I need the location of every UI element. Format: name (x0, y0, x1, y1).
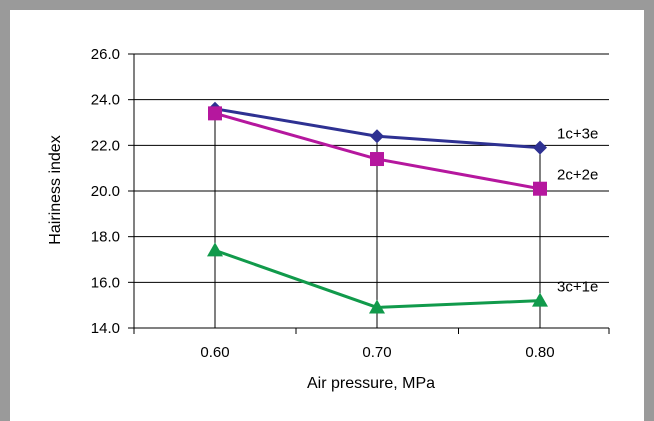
y-tick-label: 26.0 (91, 46, 120, 63)
x-tick-label: 0.70 (362, 344, 391, 361)
series-group (207, 101, 548, 314)
data-point (208, 106, 222, 121)
y-tick-label: 16.0 (91, 274, 120, 291)
y-tick-label: 22.0 (91, 137, 120, 154)
axes (133, 54, 610, 334)
y-tick-label: 18.0 (91, 229, 120, 246)
y-axis-title: Hairiness index (47, 135, 64, 244)
series-label: 3c+1e (557, 279, 598, 296)
x-tick-labels: 0.60 0.70 0.80 (200, 344, 554, 361)
y-tick-label: 14.0 (91, 320, 120, 337)
series-labels: 1c+3e 2c+2e 3c+1e (557, 126, 598, 296)
data-point (370, 129, 384, 144)
data-point (370, 152, 384, 167)
data-point (207, 242, 223, 257)
data-point (533, 140, 547, 155)
series-label: 2c+2e (557, 167, 598, 184)
y-tick-labels: 14.0 16.0 18.0 20.0 22.0 24.0 26.0 (91, 46, 120, 337)
series-label: 1c+3e (557, 126, 598, 143)
x-axis-title: Air pressure, MPa (307, 375, 435, 392)
x-tick-label: 0.60 (200, 344, 229, 361)
data-point (532, 292, 548, 307)
y-tick-label: 20.0 (91, 183, 120, 200)
x-tick-label: 0.80 (525, 344, 554, 361)
y-tick-label: 24.0 (91, 92, 120, 109)
data-point (533, 181, 547, 196)
data-point (369, 299, 385, 314)
